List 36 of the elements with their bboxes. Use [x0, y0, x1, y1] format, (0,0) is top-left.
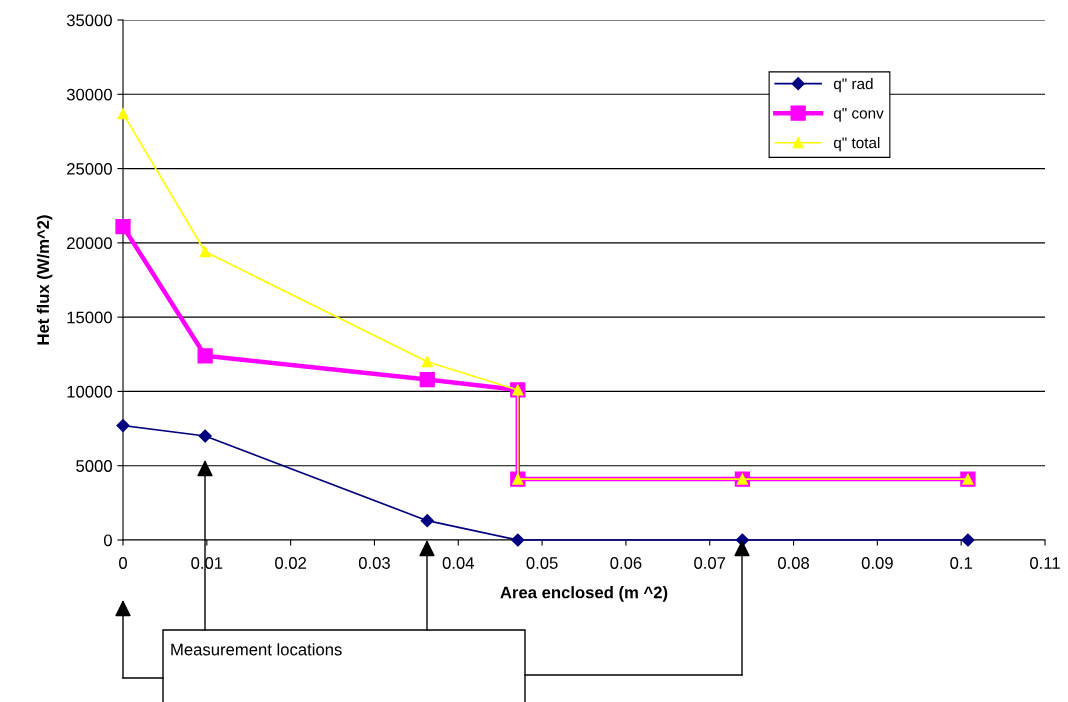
y-tick-label: 30000: [66, 88, 112, 101]
x-tick-label: 0.07: [694, 557, 726, 569]
point: [420, 514, 434, 528]
x-tick-label: 0.05: [526, 557, 558, 569]
y-tick-label: 5000: [76, 460, 112, 472]
x-tick-label: 0.04: [442, 557, 475, 569]
x-tick-label: 0.11: [1030, 557, 1060, 569]
y-tick-label: 0: [103, 534, 112, 547]
x-tick-label: 0: [119, 557, 127, 569]
x-tick-label: 0.02: [275, 557, 307, 569]
point: [197, 348, 213, 364]
legend-label: q" total: [833, 136, 880, 152]
y-tick-label: 15000: [67, 311, 112, 324]
x-tick-label: 0.1: [950, 557, 972, 569]
legend-label: q" conv: [833, 108, 884, 122]
y-tick-label: 10000: [67, 385, 112, 398]
x-tick-label: 0.09: [861, 557, 893, 569]
y-tick-label: 35000: [66, 14, 112, 27]
y-tick-label: 20000: [67, 237, 112, 250]
point: [116, 419, 130, 433]
point: [199, 246, 211, 258]
x-tick-label: 0.08: [777, 557, 810, 569]
y-tick-label: 25000: [67, 162, 112, 175]
point: [421, 356, 433, 368]
y-axis-title: Het flux (W/m^2): [36, 215, 53, 345]
x-axis-title: Area enclosed (m ^2): [500, 586, 668, 602]
point: [198, 429, 212, 443]
text: Measurement locations: [171, 643, 342, 656]
legend-label: q" rad: [833, 77, 873, 93]
point: [961, 533, 975, 547]
x-tick-label: 0.03: [358, 557, 390, 569]
point: [511, 533, 525, 547]
x-tick-label: 0.06: [610, 557, 642, 569]
point: [419, 371, 435, 388]
point: [117, 108, 129, 120]
point: [115, 218, 131, 235]
